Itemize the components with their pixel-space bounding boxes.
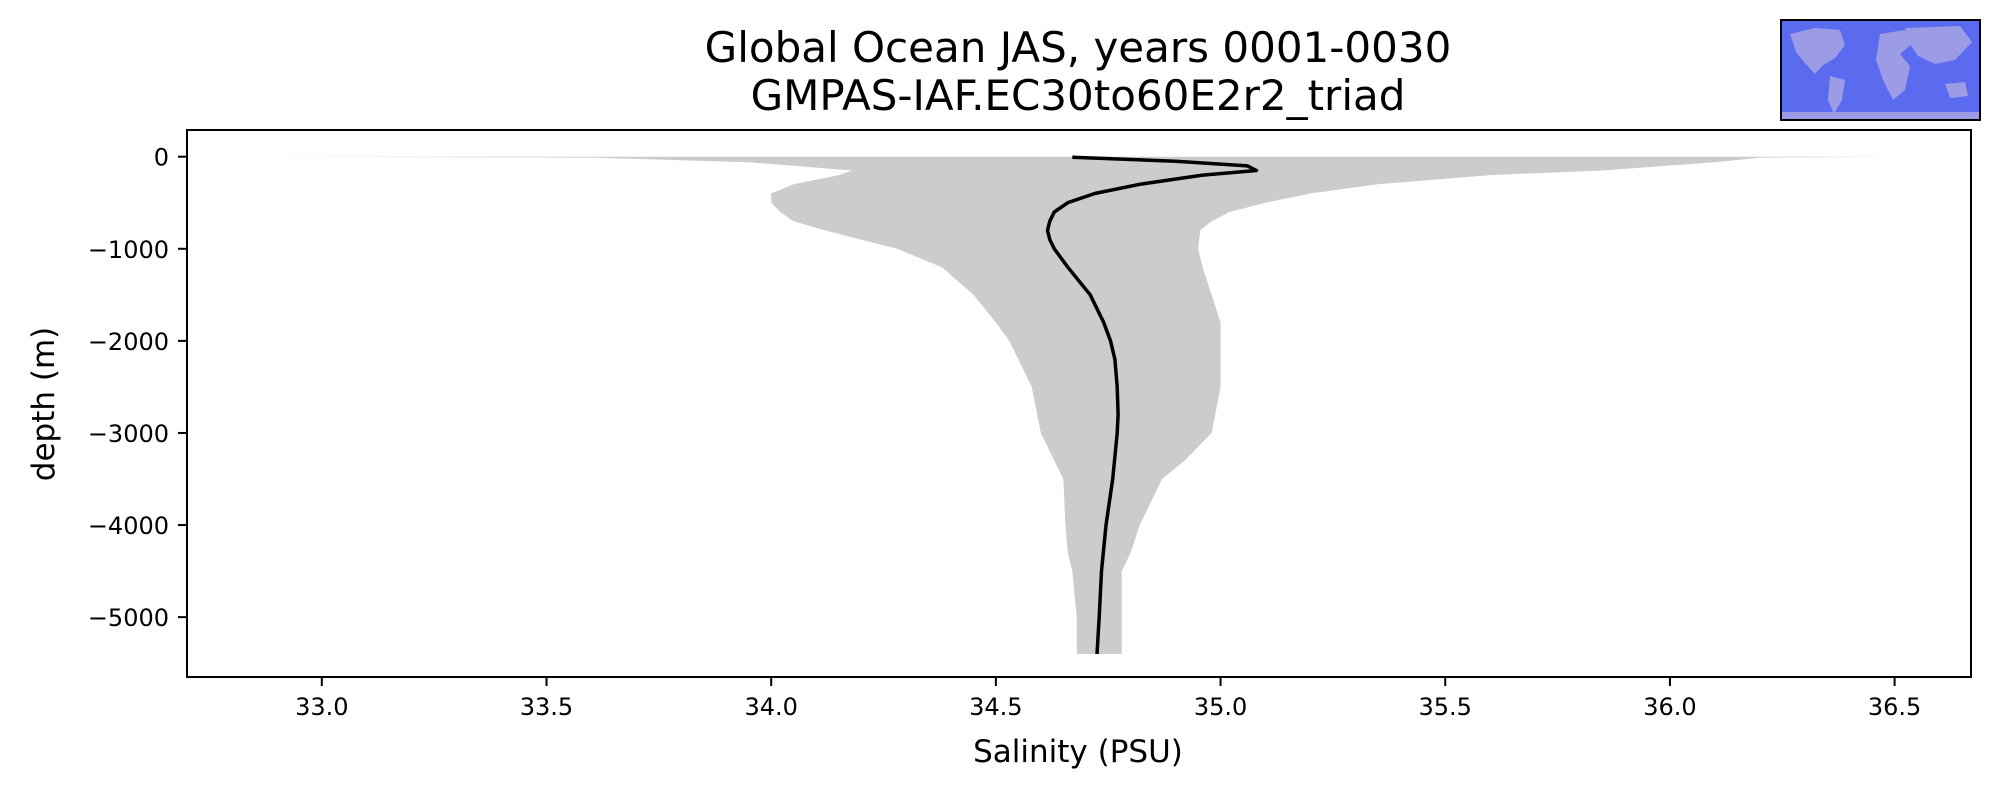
land-north-america [1790, 28, 1845, 74]
plot-area [186, 129, 1972, 678]
x-tick-label: 34.0 [744, 693, 797, 721]
x-tick-label: 36.5 [1868, 693, 1921, 721]
x-tick-label: 35.0 [1194, 693, 1247, 721]
land-australia [1945, 82, 1968, 98]
y-tick-label: −4000 [88, 512, 169, 540]
y-tick-label: −2000 [88, 328, 169, 356]
chart-subtitle: GMPAS-IAF.EC30to60E2r2_triad [751, 71, 1406, 120]
land-europe-africa [1876, 30, 1912, 100]
salinity-range-band [254, 156, 1895, 654]
y-tick-label: −1000 [88, 236, 169, 264]
region-map-inset [1780, 19, 1981, 121]
mean-salinity-line [1045, 155, 1259, 655]
x-tick-label: 34.5 [969, 693, 1022, 721]
y-tick-label: −3000 [88, 420, 169, 448]
chart-title: Global Ocean JAS, years 0001-0030 [705, 23, 1452, 72]
x-axis: 33.0 33.5 34.0 34.5 35.0 35.5 36.0 36.5 [295, 677, 1921, 721]
plot-frame [186, 129, 1972, 678]
y-axis-label: depth (m) [26, 327, 62, 481]
x-axis-label: Salinity (PSU) [973, 734, 1183, 770]
y-tick-label: 0 [154, 144, 169, 172]
map-land [1782, 26, 1979, 119]
land-antarctica [1782, 112, 1979, 119]
x-tick-label: 33.0 [295, 693, 348, 721]
land-asia [1905, 26, 1972, 64]
x-tick-label: 36.0 [1643, 693, 1696, 721]
x-tick-label: 35.5 [1419, 693, 1472, 721]
land-south-america [1828, 76, 1845, 114]
x-tick-label: 33.5 [520, 693, 573, 721]
y-tick-label: −5000 [88, 604, 169, 632]
y-axis: 0 −1000 −2000 −3000 −4000 −5000 [88, 144, 187, 632]
